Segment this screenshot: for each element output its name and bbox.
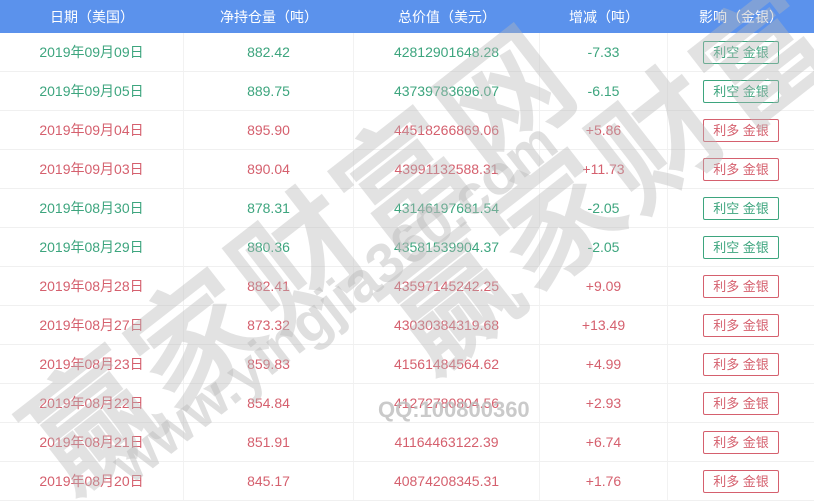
column-header-impact: 影响（金银） <box>699 8 783 25</box>
cell-value: 43597145242.25 <box>354 267 540 305</box>
cell-change: +6.74 <box>540 423 668 461</box>
cell-holdings: 854.84 <box>184 384 354 422</box>
cell-value: 41272780804.56 <box>354 384 540 422</box>
table-row: 2019年08月22日 854.84 41272780804.56 +2.93 利多 金… <box>0 384 814 423</box>
cell-change: +9.09 <box>540 267 668 305</box>
cell-change: +11.73 <box>540 150 668 188</box>
cell-holdings: 859.83 <box>184 345 354 383</box>
table-row: 2019年09月03日 890.04 43991132588.31 +11.73 利多 … <box>0 150 814 189</box>
cell-holdings: 889.75 <box>184 72 354 110</box>
impact-badge: 利空 金银 <box>703 79 779 103</box>
cell-value: 43581539904.37 <box>354 228 540 266</box>
cell-value: 40874208345.31 <box>354 462 540 500</box>
cell-date: 2019年09月09日 <box>0 33 184 71</box>
table-row: 2019年09月09日 882.42 42812901648.28 -7.33 利空 金… <box>0 33 814 72</box>
impact-badge: 利多 金银 <box>703 391 779 415</box>
table-header: 日期（美国） 净持仓量（吨） 总价值（美元） 增减（吨） 影响（金银） <box>0 0 814 33</box>
column-header-change: 增减（吨） <box>569 8 639 25</box>
cell-impact: 利多 金银 <box>668 306 814 344</box>
cell-change: -6.15 <box>540 72 668 110</box>
cell-date: 2019年08月23日 <box>0 345 184 383</box>
table-row: 2019年08月20日 845.17 40874208345.31 +1.76 利多 金… <box>0 462 814 501</box>
impact-badge: 利多 金银 <box>703 274 779 298</box>
cell-date: 2019年09月04日 <box>0 111 184 149</box>
impact-badge: 利多 金银 <box>703 157 779 181</box>
cell-impact: 利多 金银 <box>668 267 814 305</box>
table-row: 2019年08月27日 873.32 43030384319.68 +13.49 利多 … <box>0 306 814 345</box>
cell-change: +2.93 <box>540 384 668 422</box>
table-body: 2019年09月09日 882.42 42812901648.28 -7.33 利空 金… <box>0 33 814 501</box>
cell-date: 2019年08月29日 <box>0 228 184 266</box>
cell-date: 2019年09月03日 <box>0 150 184 188</box>
cell-change: +1.76 <box>540 462 668 500</box>
table-row: 2019年09月04日 895.90 44518266869.06 +5.86 利多 金… <box>0 111 814 150</box>
cell-value: 44518266869.06 <box>354 111 540 149</box>
cell-change: -2.05 <box>540 189 668 227</box>
cell-holdings: 880.36 <box>184 228 354 266</box>
cell-value: 41164463122.39 <box>354 423 540 461</box>
cell-holdings: 882.42 <box>184 33 354 71</box>
cell-change: -7.33 <box>540 33 668 71</box>
impact-badge: 利多 金银 <box>703 430 779 454</box>
cell-impact: 利多 金银 <box>668 462 814 500</box>
cell-value: 43739783696.07 <box>354 72 540 110</box>
column-header-value: 总价值（美元） <box>398 8 496 25</box>
cell-date: 2019年08月30日 <box>0 189 184 227</box>
cell-change: +4.99 <box>540 345 668 383</box>
cell-value: 43030384319.68 <box>354 306 540 344</box>
column-header-holdings: 净持仓量（吨） <box>220 8 318 25</box>
cell-value: 43991132588.31 <box>354 150 540 188</box>
cell-date: 2019年08月22日 <box>0 384 184 422</box>
table-row: 2019年08月23日 859.83 41561484564.62 +4.99 利多 金… <box>0 345 814 384</box>
table-row: 2019年08月21日 851.91 41164463122.39 +6.74 利多 金… <box>0 423 814 462</box>
cell-holdings: 873.32 <box>184 306 354 344</box>
table-row: 2019年08月30日 878.31 43146197681.54 -2.05 利空 金… <box>0 189 814 228</box>
cell-impact: 利多 金银 <box>668 111 814 149</box>
cell-impact: 利多 金银 <box>668 423 814 461</box>
cell-change: +5.86 <box>540 111 668 149</box>
cell-impact: 利空 金银 <box>668 189 814 227</box>
impact-badge: 利多 金银 <box>703 313 779 337</box>
cell-change: -2.05 <box>540 228 668 266</box>
table-row: 2019年08月29日 880.36 43581539904.37 -2.05 利空 金… <box>0 228 814 267</box>
cell-holdings: 878.31 <box>184 189 354 227</box>
table-row: 2019年09月05日 889.75 43739783696.07 -6.15 利空 金… <box>0 72 814 111</box>
cell-date: 2019年08月21日 <box>0 423 184 461</box>
cell-impact: 利空 金银 <box>668 72 814 110</box>
cell-date: 2019年09月05日 <box>0 72 184 110</box>
impact-badge: 利多 金银 <box>703 352 779 376</box>
impact-badge: 利空 金银 <box>703 235 779 259</box>
impact-badge: 利多 金银 <box>703 469 779 493</box>
cell-holdings: 845.17 <box>184 462 354 500</box>
cell-date: 2019年08月27日 <box>0 306 184 344</box>
impact-badge: 利空 金银 <box>703 196 779 220</box>
cell-impact: 利多 金银 <box>668 150 814 188</box>
cell-impact: 利多 金银 <box>668 384 814 422</box>
cell-holdings: 890.04 <box>184 150 354 188</box>
cell-change: +13.49 <box>540 306 668 344</box>
cell-impact: 利多 金银 <box>668 345 814 383</box>
cell-holdings: 851.91 <box>184 423 354 461</box>
cell-date: 2019年08月28日 <box>0 267 184 305</box>
cell-value: 43146197681.54 <box>354 189 540 227</box>
column-header-date: 日期（美国） <box>50 8 134 25</box>
cell-value: 41561484564.62 <box>354 345 540 383</box>
cell-holdings: 882.41 <box>184 267 354 305</box>
cell-impact: 利空 金银 <box>668 33 814 71</box>
cell-value: 42812901648.28 <box>354 33 540 71</box>
cell-date: 2019年08月20日 <box>0 462 184 500</box>
impact-badge: 利空 金银 <box>703 40 779 64</box>
cell-holdings: 895.90 <box>184 111 354 149</box>
cell-impact: 利空 金银 <box>668 228 814 266</box>
impact-badge: 利多 金银 <box>703 118 779 142</box>
table-row: 2019年08月28日 882.41 43597145242.25 +9.09 利多 金… <box>0 267 814 306</box>
